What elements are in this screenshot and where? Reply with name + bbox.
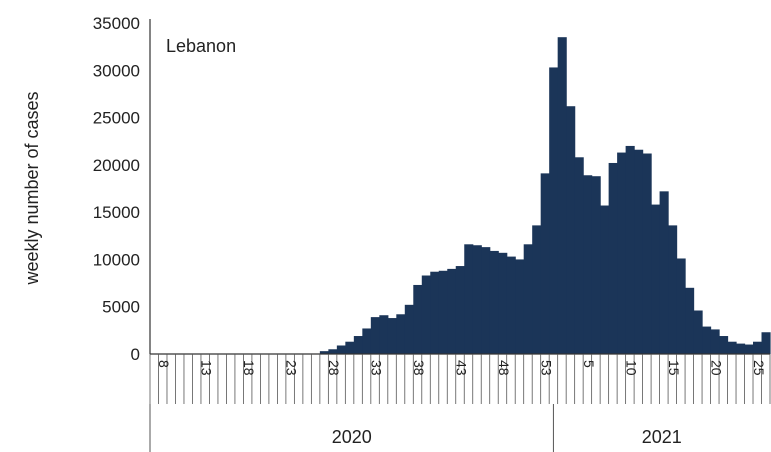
y-tick-label: 10000 [93, 250, 140, 269]
bar [455, 266, 465, 354]
bar [659, 191, 669, 354]
x-tick-label: 15 [666, 360, 682, 376]
bar [753, 341, 763, 354]
x-axis-tick-labels: 8 13 18 23 28 33 38 43 48 53 5 10 15 20 25 [156, 360, 767, 376]
x-tick-label: 13 [199, 360, 215, 376]
x-axis [149, 19, 771, 404]
bar [583, 175, 593, 354]
bar [370, 317, 380, 354]
y-tick-label: 25000 [93, 109, 140, 128]
y-tick-label: 0 [131, 345, 140, 364]
bar [379, 315, 389, 354]
bar [472, 245, 482, 354]
x-tick-label: 43 [454, 360, 470, 376]
bar [489, 250, 499, 354]
bar [515, 259, 525, 354]
bar [642, 153, 652, 354]
x-tick-label: 18 [241, 360, 257, 376]
y-tick-label: 5000 [102, 298, 140, 317]
bar [676, 258, 686, 354]
bar [710, 329, 720, 354]
bar [719, 336, 729, 354]
bar [464, 244, 474, 354]
bar [532, 225, 542, 354]
bar [651, 204, 661, 354]
bar [557, 37, 567, 354]
bar [498, 252, 508, 354]
bar [566, 106, 576, 354]
x-tick-label: 23 [284, 360, 300, 376]
x-tick-label: 48 [496, 360, 512, 376]
x-tick-label: 5 [581, 360, 597, 368]
year-label: 2020 [332, 427, 372, 447]
x-tick-label: 38 [411, 360, 427, 376]
bar [345, 341, 355, 354]
bar [761, 332, 771, 354]
bar [421, 275, 431, 354]
y-axis-label: weekly number of cases [22, 91, 42, 285]
y-axis-ticks: 0 5000 10000 15000 20000 25000 30000 35000 [93, 14, 140, 364]
bar [481, 247, 491, 354]
y-tick-label: 15000 [93, 203, 140, 222]
bar [591, 176, 601, 354]
bar [447, 268, 457, 354]
bar [506, 256, 516, 354]
bar [336, 345, 346, 354]
bar [693, 310, 703, 354]
bars [319, 37, 771, 354]
bar [727, 341, 737, 354]
bar [396, 314, 406, 354]
y-tick-label: 20000 [93, 156, 140, 175]
bar [600, 205, 610, 354]
bar [328, 349, 338, 354]
x-tick-label: 28 [326, 360, 342, 376]
bar [362, 328, 372, 354]
year-label: 2021 [642, 427, 682, 447]
bar [430, 271, 440, 354]
bar [702, 326, 712, 354]
bar [549, 67, 559, 354]
bar [523, 244, 533, 354]
bar [540, 173, 550, 354]
bar [736, 343, 746, 354]
year-axis: 2020 2021 [149, 404, 682, 452]
bar [625, 145, 635, 354]
bar [617, 152, 627, 354]
y-tick-label: 30000 [93, 61, 140, 80]
bar [574, 157, 584, 354]
x-tick-label: 33 [369, 360, 385, 376]
bar [404, 304, 414, 354]
chart-annotation: Lebanon [166, 36, 236, 56]
bar [634, 149, 644, 354]
bar [608, 162, 618, 354]
x-tick-label: 25 [751, 360, 767, 376]
x-tick-label: 8 [156, 360, 172, 368]
bar [413, 284, 423, 354]
bar [744, 344, 754, 354]
bar [387, 318, 397, 354]
x-tick-label: 20 [708, 360, 724, 376]
x-tick-label: 10 [623, 360, 639, 376]
bar [438, 270, 448, 354]
x-tick-label: 53 [538, 360, 554, 376]
bar [668, 225, 678, 354]
bar [353, 336, 363, 354]
bar [319, 351, 329, 354]
bar [685, 287, 695, 354]
y-tick-label: 35000 [93, 14, 140, 33]
